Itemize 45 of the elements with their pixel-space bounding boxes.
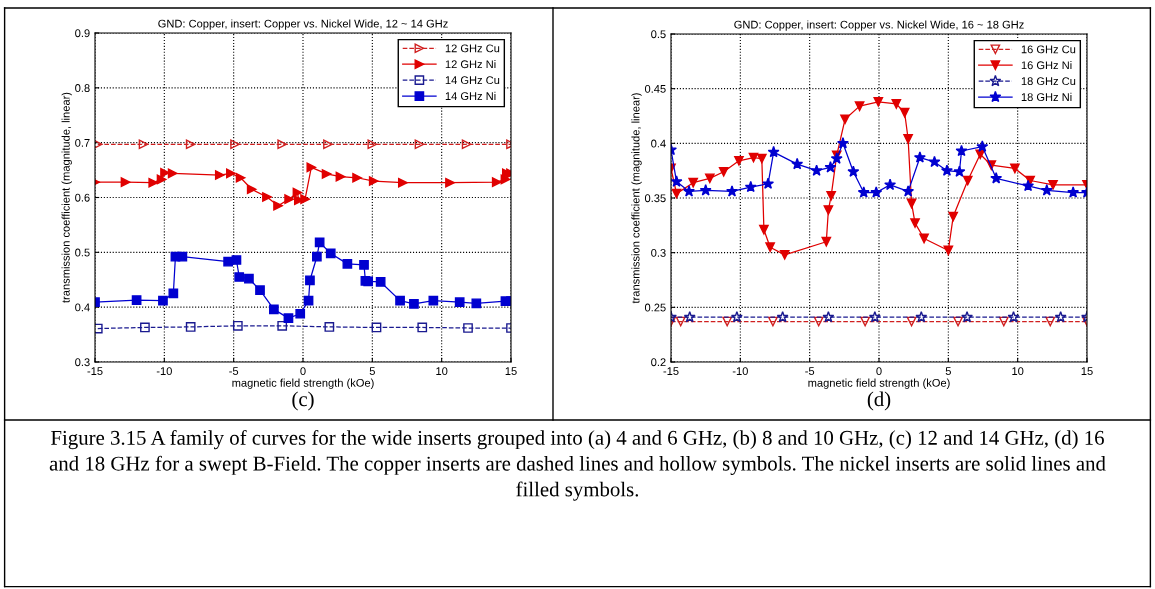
y-tick-label: 0.6 xyxy=(75,193,90,202)
y-tick-label: 0.8 xyxy=(75,84,90,92)
x-axis-title: magnetic field strength (kOe) xyxy=(808,378,950,389)
x-tick-label: 5 xyxy=(945,367,951,376)
text: (c) xyxy=(292,391,314,411)
y-tick-label: 0.7 xyxy=(75,138,90,147)
y-tick-label: 0.2 xyxy=(651,358,666,367)
legend-label: 12 GHz Ni xyxy=(445,60,496,69)
x-tick-label: -10 xyxy=(732,367,748,376)
legend-label: 14 GHz Ni xyxy=(445,91,496,101)
legend-label: 16 GHz Cu xyxy=(1021,45,1076,54)
y-tick-label: 0.5 xyxy=(75,248,90,257)
legend-label: 14 GHz Cu xyxy=(445,76,500,85)
legend-label: 16 GHz Ni xyxy=(1021,61,1072,70)
x-tick-label: -5 xyxy=(805,367,815,376)
legend-label: 18 GHz Cu xyxy=(1021,77,1076,86)
caption: Figure 3.15 A family of curves for the wide inserts grouped into (a) 4 and 6 GHz, (b) 8 and 10 GHz, (c) 12 and 14 GHz, (d) 16 and 18 GHz for a swept B-Field. The copper inserts are dashed lines and hollow symbols. The nickel inserts are solid lines and filled symbols. xyxy=(49,430,1106,501)
y-tick-label: 0.3 xyxy=(75,358,90,367)
x-axis-title: magnetic field strength (kOe) xyxy=(232,378,374,389)
x-tick-label: 10 xyxy=(436,367,448,376)
x-tick-label: 0 xyxy=(876,367,882,376)
x-tick-label: 5 xyxy=(369,367,375,376)
text: (d) xyxy=(867,391,891,411)
x-tick-label: 15 xyxy=(505,367,517,376)
y-tick-label: 0.4 xyxy=(75,303,90,312)
legend-label: 18 GHz Ni xyxy=(1021,92,1072,102)
y-tick-label: 0.25 xyxy=(644,303,666,312)
x-tick-label: -10 xyxy=(156,367,172,376)
x-tick-label: -15 xyxy=(663,367,679,376)
x-tick-label: -15 xyxy=(87,367,103,376)
chart-title: GND: Copper, insert: Copper vs. Nickel Wide, 16 ~ 18 GHz xyxy=(734,20,1024,31)
y-tick-label: 0.4 xyxy=(651,139,666,148)
y-tick-label: 0.5 xyxy=(651,30,666,39)
x-tick-label: 15 xyxy=(1081,367,1093,376)
y-tick-label: 0.45 xyxy=(644,84,666,93)
y-tick-label: 0.9 xyxy=(75,29,90,38)
y-tick-label: 0.35 xyxy=(644,194,666,203)
x-tick-label: -5 xyxy=(229,367,239,376)
x-tick-label: 0 xyxy=(300,367,306,376)
y-tick-label: 0.3 xyxy=(651,248,666,257)
y-axis-title: transmission coefficient (magnitude, linear) xyxy=(631,93,642,304)
x-tick-label: 10 xyxy=(1012,367,1024,376)
legend-label: 12 GHz Cu xyxy=(445,44,500,53)
chart-title: GND: Copper, insert: Copper vs. Nickel Wide, 12 ~ 14 GHz xyxy=(158,19,448,30)
y-axis-title: transmission coefficient (magnitude, linear) xyxy=(61,92,72,303)
